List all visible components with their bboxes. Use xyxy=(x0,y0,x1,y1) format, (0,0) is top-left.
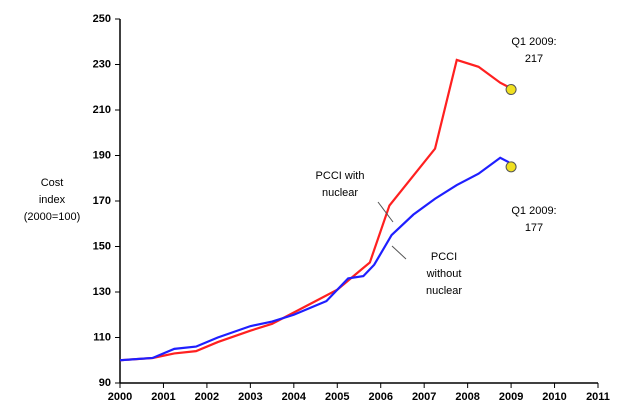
leader-line xyxy=(391,245,407,260)
y-tick-label: 170 xyxy=(93,195,111,207)
x-tick-label: 2000 xyxy=(108,391,132,403)
annotation: without xyxy=(426,268,462,280)
y-axis-label: Cost xyxy=(41,177,64,189)
y-axis-label: (2000=100) xyxy=(24,211,81,223)
annotation: Q1 2009: xyxy=(511,36,556,48)
annotation: Q1 2009: xyxy=(511,205,556,217)
point-marker xyxy=(505,84,517,96)
x-tick-label: 2001 xyxy=(151,391,175,403)
x-tick-label: 2010 xyxy=(542,391,566,403)
x-tick-label: 2004 xyxy=(282,391,307,403)
annotation: PCCI with xyxy=(316,170,365,182)
series-line xyxy=(119,58,510,362)
y-tick-label: 250 xyxy=(93,13,111,25)
y-tick-label: 130 xyxy=(93,286,111,298)
x-tick-label: 2005 xyxy=(325,391,349,403)
y-tick-label: 230 xyxy=(93,58,111,70)
annotation: PCCI xyxy=(431,251,457,263)
y-tick-label: 210 xyxy=(93,104,111,116)
x-tick-label: 2007 xyxy=(412,391,436,403)
point-marker xyxy=(505,161,517,173)
x-tick-label: 2011 xyxy=(586,391,610,403)
series-line xyxy=(119,156,510,362)
y-tick-label: 110 xyxy=(93,331,111,343)
x-tick-label: 2002 xyxy=(195,391,219,403)
x-tick-label: 2006 xyxy=(368,391,392,403)
y-tick-label: 190 xyxy=(93,149,111,161)
x-tick-label: 2003 xyxy=(238,391,262,403)
annotation: 217 xyxy=(525,53,543,65)
y-tick-label: 90 xyxy=(99,377,111,389)
y-axis-label: index xyxy=(39,194,66,206)
leader-line xyxy=(377,201,394,223)
annotation: nuclear xyxy=(322,187,358,199)
annotation: 177 xyxy=(525,222,543,234)
annotation: nuclear xyxy=(426,285,462,297)
x-tick-label: 2009 xyxy=(499,391,523,403)
y-tick-label: 150 xyxy=(93,240,111,252)
x-tick-label: 2008 xyxy=(455,391,479,403)
